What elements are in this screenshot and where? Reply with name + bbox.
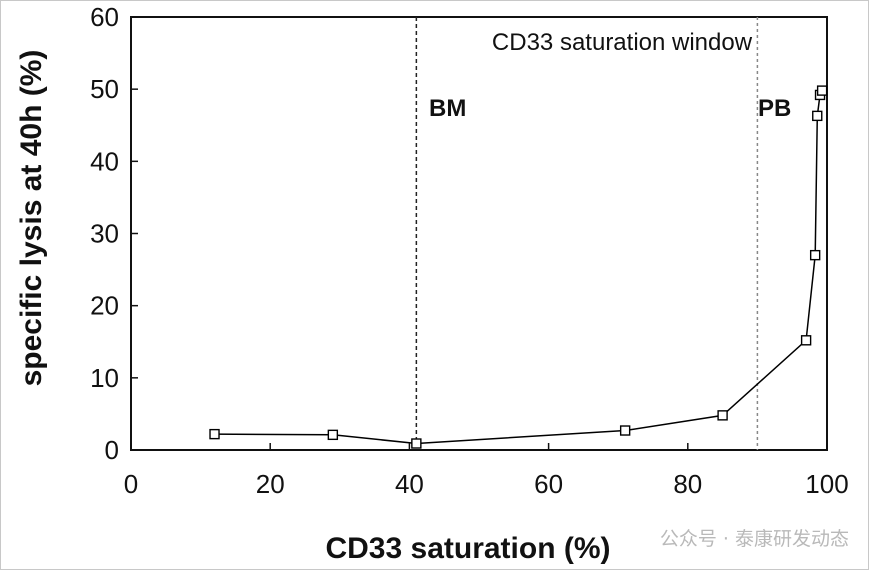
data-point-marker (327, 429, 339, 441)
y-axis-title: specific lysis at 40h (%) (15, 50, 48, 387)
annotation-pb: PB (758, 95, 791, 122)
y-tick-label: 30 (90, 219, 119, 249)
data-point-marker (800, 335, 812, 346)
y-tick-label: 0 (105, 435, 119, 465)
y-tick-label: 50 (90, 74, 119, 104)
y-tick-label: 60 (90, 2, 119, 32)
annotation-bm: BM (429, 95, 466, 122)
data-point-marker (209, 428, 220, 440)
reference-lines (415, 17, 759, 450)
data-point-marker (809, 249, 821, 261)
x-tick-label: 80 (673, 469, 702, 499)
x-axis-title: CD33 saturation (%) (325, 532, 610, 565)
x-tick-label: 100 (805, 469, 848, 499)
x-tick-label: 40 (395, 469, 424, 499)
data-point-marker (717, 410, 728, 421)
tick-layer: 0 20 40 60 80 100 0 10 20 30 40 50 60 (90, 2, 849, 499)
x-tick-label: 20 (256, 469, 285, 499)
annotation-saturation-window: CD33 saturation window (492, 29, 753, 56)
y-tick-label: 10 (90, 363, 119, 393)
watermark: 公众号 · 泰康研发动态 (660, 528, 849, 550)
axes (130, 16, 828, 451)
x-tick-label: 0 (124, 469, 138, 499)
data-point-marker (619, 425, 631, 436)
y-tick-label: 20 (90, 291, 119, 321)
x-tick-label: 60 (534, 469, 563, 499)
data-point-marker (816, 85, 828, 96)
data-point-marker (411, 438, 422, 449)
y-tick-label: 40 (90, 146, 119, 176)
series-layer (209, 85, 828, 449)
data-point-marker (812, 110, 823, 122)
plot-frame (130, 16, 828, 451)
series-line-0 (214, 90, 823, 445)
